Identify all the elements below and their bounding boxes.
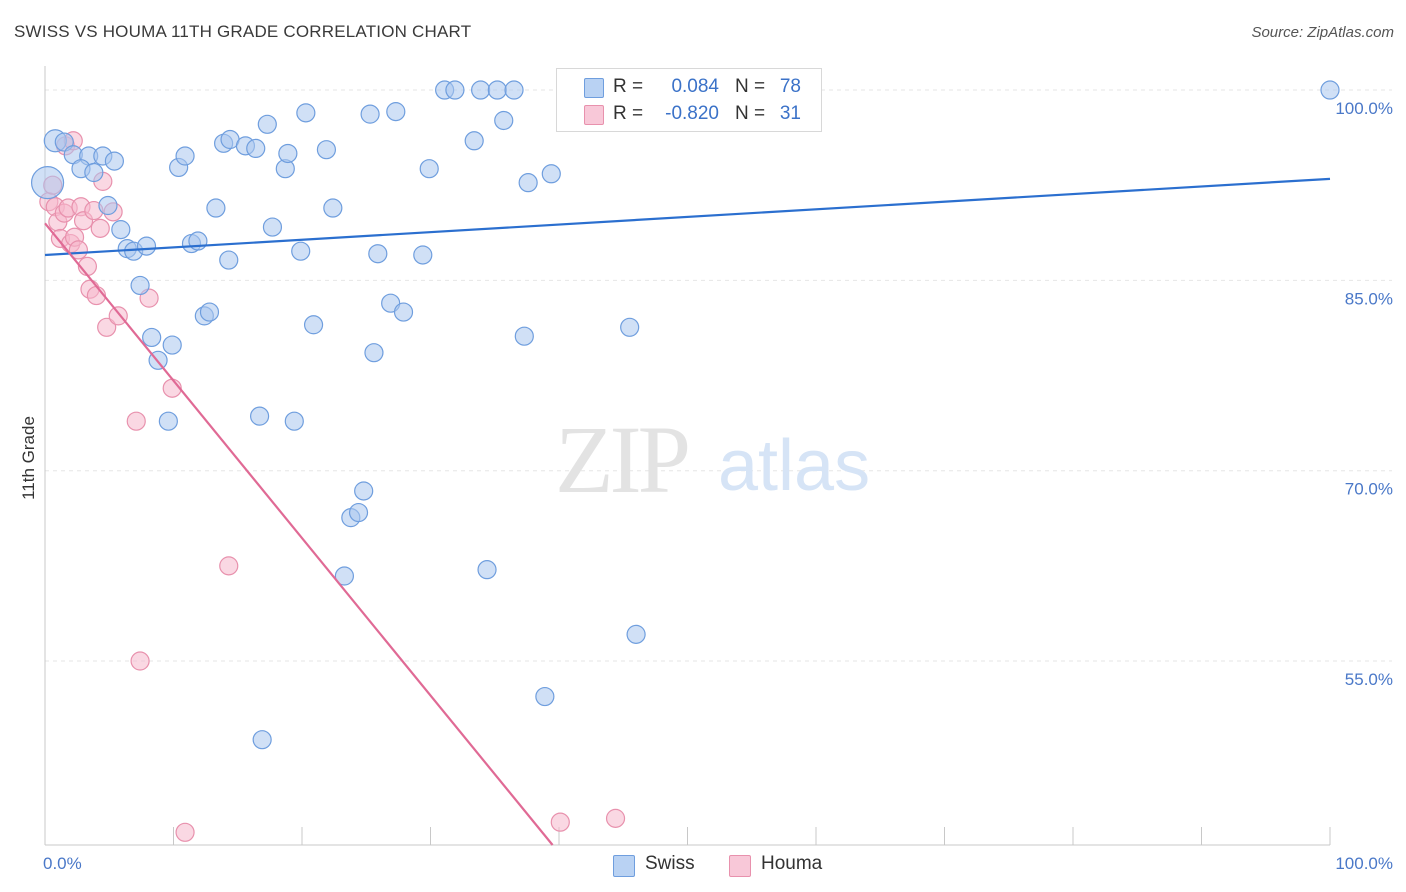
swiss-point [626, 624, 646, 644]
swiss-point [98, 195, 118, 216]
swiss-legend-label: Swiss [645, 853, 695, 874]
swiss-point [219, 250, 239, 270]
houma-point [126, 411, 146, 431]
houma-point [175, 822, 195, 842]
houma-legend-swatch [729, 855, 751, 877]
x-tick-labels: 0.0% 100.0% [43, 854, 1393, 873]
legend-r-label: R = [613, 76, 644, 97]
y-tick-label: 85.0% [1345, 289, 1393, 308]
y-axis-label: 11th Grade [19, 416, 38, 500]
swiss-point [296, 103, 316, 123]
swiss-point [494, 110, 514, 131]
x-tick-label: 0.0% [43, 854, 82, 873]
correlation-legend: R = 0.084 N = 78 R = -0.820 N = 31 [556, 68, 822, 132]
legend-n-value: 78 [779, 76, 801, 97]
houma-point [219, 556, 239, 576]
swiss-point [111, 220, 131, 240]
swiss-point [445, 80, 465, 100]
swiss-point [130, 275, 150, 296]
watermark-zip: ZIP [555, 406, 688, 513]
swiss-points [30, 80, 1340, 750]
swiss-point [278, 143, 298, 164]
legend-n-value: 31 [779, 103, 801, 124]
houma-point [97, 317, 117, 337]
swiss-point [413, 245, 433, 265]
houma-trend-line [44, 222, 554, 846]
legend-n-label: N = [735, 103, 766, 124]
swiss-point [393, 302, 414, 322]
houma-swatch [584, 105, 604, 125]
swiss-legend-swatch [613, 855, 635, 877]
swiss-point [252, 730, 272, 750]
swiss-point [364, 343, 384, 363]
swiss-point [262, 217, 283, 237]
chart-title: SWISS VS HOUMA 11TH GRADE CORRELATION CH… [14, 22, 472, 41]
legend-r-value: 0.084 [671, 76, 719, 97]
houma-point [605, 808, 626, 828]
houma-point [130, 651, 150, 671]
axes [44, 66, 1331, 846]
swiss-point [206, 198, 226, 218]
swiss-point [323, 198, 343, 218]
swiss-point [199, 302, 220, 322]
swiss-point [136, 236, 157, 256]
houma-point [68, 240, 89, 260]
y-tick-labels: 55.0% 70.0% 85.0% 100.0% [1335, 99, 1393, 689]
swiss-point [518, 173, 538, 193]
swiss-point [504, 80, 524, 100]
y-tick-label: 55.0% [1345, 670, 1393, 689]
houma-legend-label: Houma [761, 853, 823, 874]
swiss-point [303, 315, 324, 335]
grid-lines [45, 89, 1392, 662]
swiss-point [249, 406, 270, 426]
swiss-point [142, 327, 162, 348]
swiss-point [1320, 80, 1340, 100]
swiss-point [477, 560, 497, 580]
watermark-atlas: atlas [718, 426, 870, 506]
swiss-point [30, 166, 65, 200]
swiss-point [316, 140, 337, 160]
swiss-point [464, 131, 484, 151]
swiss-swatch [584, 78, 604, 98]
houma-point [550, 812, 570, 832]
y-tick-label: 100.0% [1335, 99, 1393, 118]
source-label: Source: ZipAtlas.com [1251, 24, 1394, 41]
legend-n-label: N = [735, 76, 766, 97]
legend-r-label: R = [613, 103, 644, 124]
x-tick-label: 100.0% [1335, 854, 1393, 873]
swiss-point [158, 411, 178, 431]
swiss-point [620, 317, 640, 337]
swiss-trend-line [44, 177, 1331, 257]
swiss-point [354, 481, 374, 501]
houma-point [108, 306, 128, 326]
swiss-point [541, 164, 561, 184]
legend-row-swiss: R = 0.084 N = 78 [557, 74, 821, 100]
legend-row-houma: R = -0.820 N = 31 [557, 101, 821, 127]
swiss-point [419, 159, 439, 179]
y-tick-label: 70.0% [1345, 480, 1393, 499]
houma-point [90, 218, 110, 238]
swiss-point [84, 162, 104, 183]
swiss-point [535, 686, 555, 707]
swiss-point [104, 151, 124, 171]
swiss-point [162, 335, 182, 355]
swiss-point [257, 114, 277, 134]
swiss-point [471, 80, 491, 100]
trend-lines [44, 177, 1331, 846]
swiss-point [386, 102, 406, 122]
swiss-point [348, 502, 369, 523]
swiss-point [334, 566, 355, 586]
swiss-point [291, 241, 311, 261]
swiss-point [360, 104, 380, 124]
swiss-point [284, 411, 304, 431]
swiss-point [487, 80, 507, 100]
swiss-point [514, 326, 534, 346]
swiss-point [246, 138, 266, 158]
legend-r-value: -0.820 [665, 103, 719, 124]
swiss-point [368, 244, 388, 264]
swiss-point [175, 146, 195, 166]
